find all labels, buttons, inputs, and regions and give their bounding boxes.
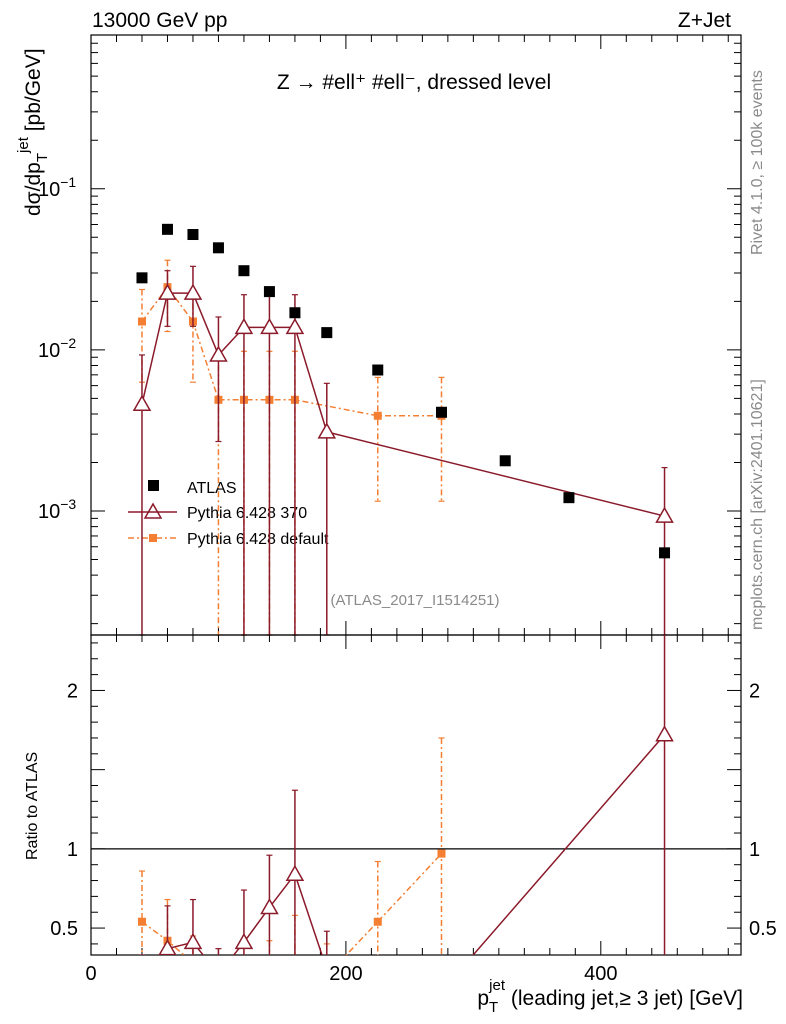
ratio-frame — [90, 634, 742, 956]
ratio-axes: 0.5 0.5 1 1 2 2 0 200 400 — [50, 634, 777, 985]
ratio-pythia370-point — [183, 932, 203, 950]
legend-pythia370-label: Pythia 6.428 370 — [187, 505, 307, 522]
ratio-pythia-default-point — [373, 917, 382, 926]
main-axes: 10−1 10−2 10−3 — [38, 34, 742, 636]
ratio-pythia370-line — [161, 734, 666, 955]
atlas-point — [212, 242, 224, 254]
ratio-ytick-label-right: 2 — [749, 680, 760, 702]
ratio-pythia370-point — [134, 974, 150, 988]
atlas-point — [238, 265, 250, 277]
x-tick-label: 400 — [584, 963, 617, 985]
ratio-pythia370-point — [370, 987, 386, 1001]
rivet-label: Rivet 4.1.0, ≥ 100k events — [749, 70, 766, 255]
pythia370-point — [158, 283, 177, 300]
ratio-pythia-default-point — [137, 917, 146, 926]
ratio-pythia-default-point — [265, 970, 273, 978]
ratio-data — [134, 635, 674, 1001]
legend-pythiadefault-marker — [149, 534, 157, 542]
atlas-point — [435, 406, 447, 418]
atlas-point — [161, 223, 173, 235]
ratio-ytick-label-right: 1 — [749, 839, 760, 861]
ratio-ytick-label: 0.5 — [50, 918, 78, 940]
main-ylabel: dσ/dpTjet [pb/GeV] — [15, 48, 51, 216]
ratio-pythia370-point — [655, 725, 674, 742]
pythia370-point — [260, 317, 279, 335]
ratio-pythia-default-point — [240, 978, 248, 986]
ratio-pythia-default-point — [189, 959, 197, 967]
atlas-point — [289, 307, 301, 319]
x-tick-label: 0 — [85, 963, 96, 985]
pythia370-point — [209, 345, 228, 362]
main-ytick-label: 10−3 — [38, 496, 76, 523]
ratio-ytick-label: 1 — [67, 839, 78, 861]
atlas-point — [659, 547, 671, 559]
pythia370-point — [285, 317, 305, 335]
legend-atlas-label: ATLAS — [187, 480, 237, 497]
ratio-pythia-default-point — [437, 849, 446, 858]
atlas-point — [499, 455, 511, 467]
pythia-default-point — [373, 411, 382, 420]
atlas-point — [372, 364, 384, 376]
ratio-clipped — [134, 635, 674, 1001]
pythia370-point — [317, 422, 337, 439]
main-ytick-label: 10−1 — [38, 174, 76, 201]
pythia370-point — [132, 394, 152, 411]
x-axis-label: pTjet (leading jet,≥ 3 jet) [GeV] — [477, 977, 743, 1016]
ratio-pythia-default-point — [214, 986, 222, 994]
ratio-pythia370-point — [234, 932, 254, 950]
pythia370-point — [234, 317, 254, 335]
atlas-point — [187, 229, 199, 241]
legend-pythia370-marker — [143, 502, 163, 519]
pythia-default-point — [137, 317, 146, 326]
atlas-point — [136, 272, 148, 284]
main-data — [132, 223, 674, 636]
atlas-point — [263, 286, 275, 298]
ratio-ylabel: Ratio to ATLAS — [24, 752, 41, 860]
ratio-pythia-default-point — [291, 957, 299, 965]
legend-atlas-marker — [148, 480, 159, 491]
header-left: 13000 GeV pp — [92, 9, 227, 32]
legend-pythiadefault-label: Pythia 6.428 default — [187, 531, 329, 548]
ratio-pythia370-point — [210, 966, 226, 980]
atlas-point — [321, 327, 333, 339]
header-right: Z+Jet — [678, 9, 731, 32]
mcplots-label: mcplots.cern.ch [arXiv:2401.10621] — [749, 379, 766, 630]
ratio-ytick-label-right: 0.5 — [749, 918, 777, 940]
pythia370-point — [183, 283, 203, 300]
ratio-pythia370-point — [260, 897, 279, 915]
x-tick-label: 200 — [329, 963, 362, 985]
main-ytick-label: 10−2 — [38, 335, 76, 362]
atlas-point — [563, 492, 575, 504]
pythia370-point — [655, 506, 674, 523]
legend: ATLAS Pythia 6.428 370 Pythia 6.428 defa… — [128, 480, 329, 548]
main-title: Z → #ell⁺ #ell⁻, dressed level — [277, 71, 551, 94]
ratio-pythia370-point — [158, 939, 177, 955]
analysis-id: (ATLAS_2017_I1514251) — [330, 592, 499, 609]
ratio-pythia370-point — [433, 983, 449, 997]
ratio-pythia370-point — [285, 864, 305, 881]
ratio-pythia-default-line — [141, 853, 443, 955]
ratio-ytick-label: 2 — [67, 680, 78, 702]
